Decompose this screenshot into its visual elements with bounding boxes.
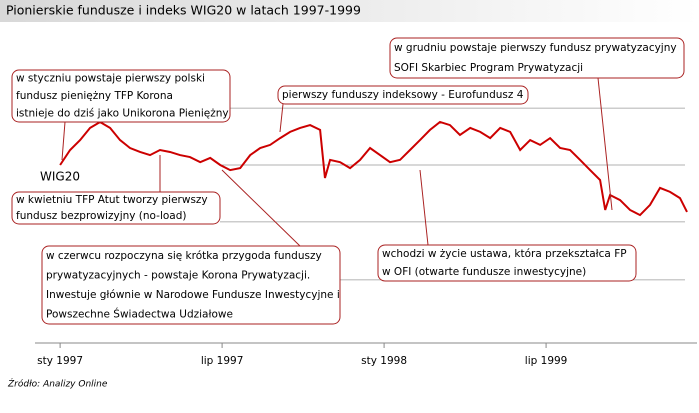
- annotation-box: [277, 85, 529, 105]
- title-bar: [0, 0, 699, 22]
- annotation-text: Powszechne Świadectwa Udziałowe: [46, 307, 233, 320]
- annotation-box: [41, 245, 341, 325]
- annotation-box: [11, 69, 231, 123]
- series-label: WIG20: [40, 170, 80, 184]
- chart-title: Pionierskie fundusze i indeks WIG20 w la…: [6, 3, 361, 18]
- annotation-connector: [419, 169, 429, 246]
- annotation-text: Inwestuje głównie w Narodowe Fundusze In…: [46, 289, 340, 301]
- annotation-text: w styczniu powstaje pierwszy polski: [16, 73, 205, 85]
- x-tick-label: lip 1999: [525, 355, 568, 367]
- annotation-connector: [61, 121, 66, 161]
- annotation-text: w kwietniu TFP Atut tworzy pierwszy: [16, 194, 208, 206]
- line: [59, 120, 688, 217]
- x-tick-label: sty 1998: [361, 355, 407, 367]
- annotation-text: fundusz bezprowizyjny (no-load): [16, 210, 187, 222]
- annotation-box: [11, 191, 221, 225]
- annotation-connector: [221, 169, 301, 247]
- annotation-text: SOFI Skarbiec Program Prywatyzacji: [394, 62, 583, 74]
- annotation-text: istnieje do dziś jako Unikorona Pieniężn…: [16, 107, 229, 119]
- annotation-connector: [279, 103, 284, 133]
- annotation-text: fundusz pieniężny TFP Korona: [16, 90, 173, 102]
- annotation-box: [377, 244, 637, 282]
- annotation-text: w czerwcu rozpoczyna się krótka przygoda…: [46, 250, 322, 262]
- annotation-box: [389, 37, 685, 79]
- source: Źródło: Analizy Online: [7, 378, 108, 390]
- annotation-text: pierwszy funduszy indeksowy - Eurofundus…: [282, 89, 524, 101]
- annotation-text: w grudniu powstaje pierwszy fundusz pryw…: [394, 42, 677, 54]
- annotation-text: w OFI (otwarte fundusze inwestycyjne): [382, 266, 586, 278]
- annotation-text: prywatyzacyjnych - powstaje Korona Prywa…: [46, 269, 310, 281]
- x-tick-label: lip 1997: [201, 355, 244, 367]
- x-tick-label: sty 1997: [37, 355, 83, 367]
- annotation-connector: [597, 77, 613, 211]
- annotation-text: wchodzi w życie ustawa, która przekształ…: [382, 248, 627, 260]
